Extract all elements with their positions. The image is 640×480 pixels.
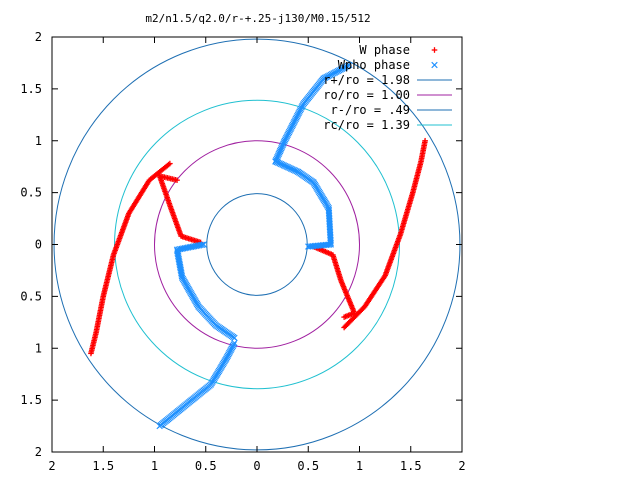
chart-title: m2/n1.5/q2.0/r-+.25-j130/M0.15/512	[145, 12, 370, 25]
circle-5	[114, 99, 400, 390]
legend-label-2: r+/ro = 1.98	[323, 73, 410, 87]
circle-4	[206, 193, 308, 296]
point-s1-a3-86	[200, 241, 207, 248]
data-points	[88, 61, 428, 430]
x-tick-label-4: 0	[253, 459, 260, 473]
x-tick-label-3: 0.5	[195, 459, 217, 473]
x-tick-label-6: 1	[356, 459, 363, 473]
legend-label-5: rc/ro = 1.39	[323, 118, 410, 132]
y-tick-label-1: 1.5	[20, 393, 42, 407]
circle-3	[154, 140, 360, 349]
point-s1-a2-72	[156, 422, 163, 430]
legend-label-1: Wpho phase	[338, 58, 410, 72]
y-tick-label-2: 1	[35, 341, 42, 355]
point-s1-a1-84	[305, 243, 312, 250]
legend-marker-1	[431, 61, 438, 69]
point-s0-a0-131	[88, 350, 94, 357]
y-tick-label-7: 1.5	[20, 82, 42, 96]
y-tick-label-6: 1	[35, 134, 42, 148]
y-tick-label-0: 2	[35, 445, 42, 459]
x-tick-label-0: 2	[48, 459, 55, 473]
legend-label-0: W phase	[359, 43, 410, 57]
y-tick-label-3: 0.5	[20, 289, 42, 303]
y-tick-label-4: 0	[35, 238, 42, 252]
x-tick-label-1: 1.5	[92, 459, 114, 473]
legend-marker-0	[431, 47, 438, 53]
point-s1-a0-78	[346, 61, 353, 69]
y-tick-label-5: 0.5	[20, 186, 42, 200]
point-s0-a2-129	[422, 137, 428, 144]
point-s1-a3-85	[198, 241, 206, 248]
x-tick-label-7: 1.5	[400, 459, 422, 473]
legend-label-4: r-/ro = .49	[331, 103, 410, 117]
legend-label-3: ro/ro = 1.00	[323, 88, 410, 102]
point-s1-a1-83	[306, 243, 314, 250]
x-tick-label-5: 0.5	[297, 459, 319, 473]
x-tick-label-8: 2	[458, 459, 465, 473]
y-tick-label-8: 2	[35, 30, 42, 44]
x-tick-label-2: 1	[151, 459, 158, 473]
